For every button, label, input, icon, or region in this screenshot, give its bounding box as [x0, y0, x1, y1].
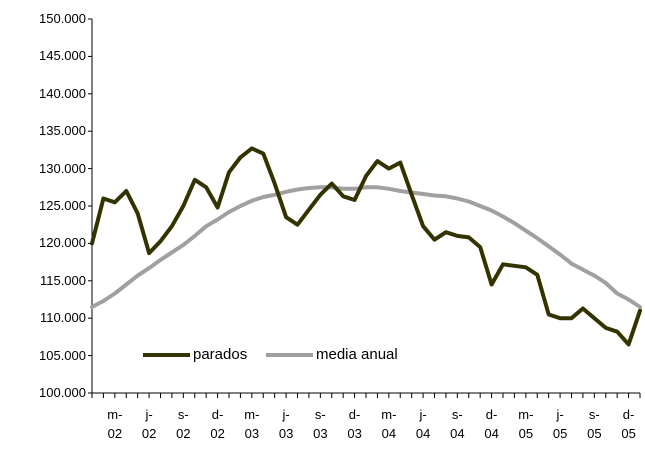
x-tick-label: m- 04 [381, 407, 397, 441]
x-tick-label: d- 04 [484, 407, 499, 441]
y-tick-label: 150.000 [39, 11, 86, 26]
x-tick-label: s- 03 [313, 407, 328, 441]
y-tick-label: 130.000 [39, 160, 86, 176]
x-tick-label: j- 04 [415, 407, 431, 441]
x-tick-label: d- 03 [347, 407, 362, 441]
x-tick-label: s- 04 [450, 407, 465, 441]
x-tick-label: m- 05 [518, 407, 534, 441]
y-tick-label: 125.000 [39, 198, 86, 213]
y-tick-label: 100.000 [39, 385, 86, 400]
x-tick-label: j- 02 [141, 407, 157, 441]
y-tick-label: 110.000 [39, 310, 86, 326]
x-tick-label: m- 03 [244, 407, 260, 441]
x-tick-label: s- 05 [587, 407, 602, 441]
line-series [90, 146, 642, 347]
y-tick-label: 120.000 [39, 235, 86, 251]
legend-label: parados [193, 346, 248, 363]
y-tick-label: 145.000 [39, 48, 86, 64]
x-tick-label: d- 02 [210, 407, 225, 441]
x-tick-label: d- 05 [621, 407, 636, 441]
y-tick-label: 140.000 [39, 85, 86, 101]
y-tick-label: 105.000 [39, 347, 86, 363]
y-tick-label: 115.000 [39, 272, 86, 288]
line-series [90, 185, 642, 309]
x-tick-label: s- 02 [176, 407, 191, 441]
legend-label: media anual [316, 346, 398, 363]
x-tick-label: m- 02 [107, 407, 123, 441]
y-tick-label: 135.000 [39, 123, 86, 139]
x-tick-label: j- 03 [278, 407, 294, 441]
x-tick-label: j- 05 [552, 407, 568, 441]
